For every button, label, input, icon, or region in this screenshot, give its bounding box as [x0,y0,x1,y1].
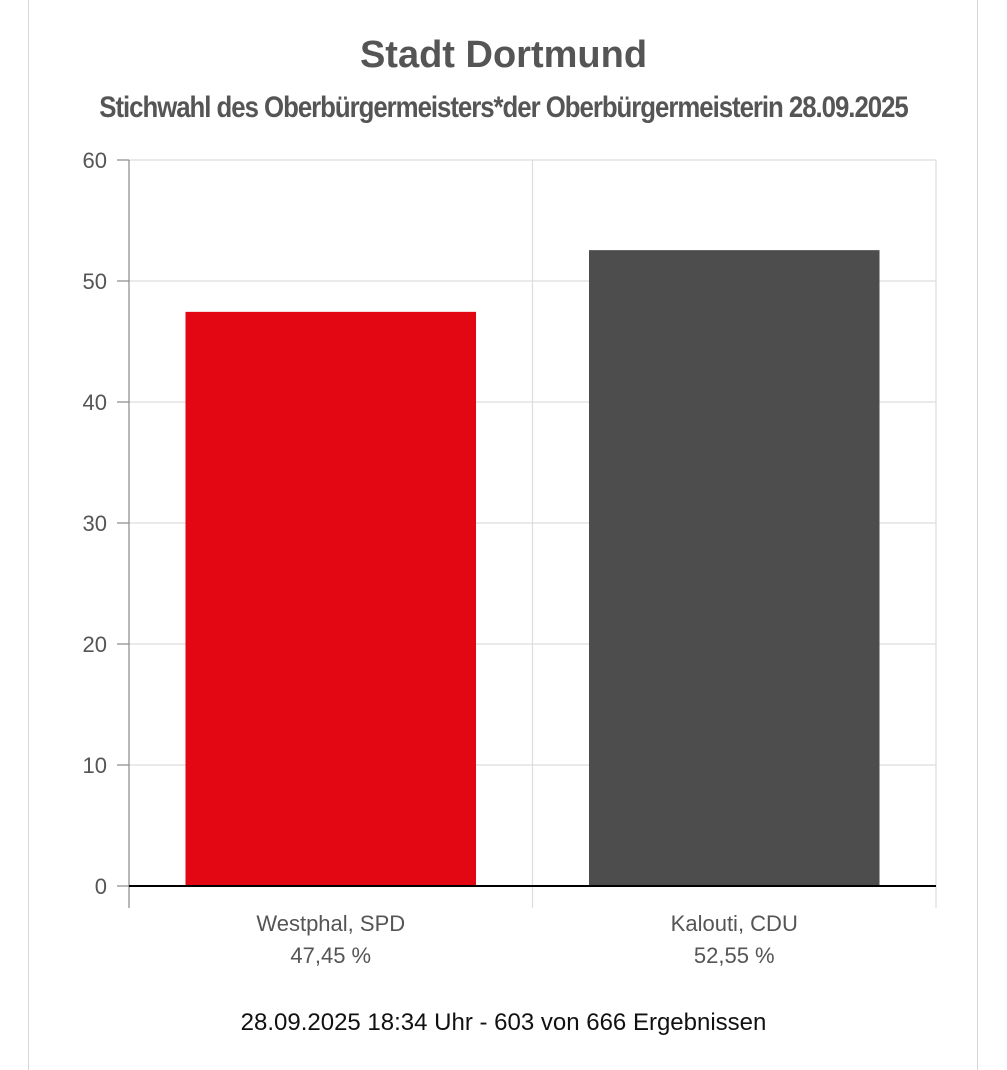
bar-2 [588,250,880,886]
y-tick-label: 10 [83,753,107,778]
y-tick-label: 20 [83,632,107,657]
bar-1 [185,311,477,887]
x-category-label: Westphal, SPD [256,911,405,936]
y-tick-label: 40 [83,390,107,415]
data-label: 47,45 % [290,943,371,968]
x-category-label: Kalouti, CDU [671,911,798,936]
chart-subtitle: Stichwahl des Oberbürgermeisters*der Obe… [99,91,908,124]
y-tick-label: 30 [83,511,107,536]
y-tick-label: 60 [83,148,107,173]
result-status: 28.09.2025 18:34 Uhr - 603 von 666 Ergeb… [240,1009,767,1036]
chart-title: Stadt Dortmund [359,34,648,76]
bar-chart: 0 10 20 30 40 50 60 Westphal, SPD 47,45 % Kalouti… [83,148,937,968]
y-tick-label: 0 [95,874,107,899]
y-tick-label: 50 [83,269,107,294]
data-label: 52,55 % [694,943,775,968]
